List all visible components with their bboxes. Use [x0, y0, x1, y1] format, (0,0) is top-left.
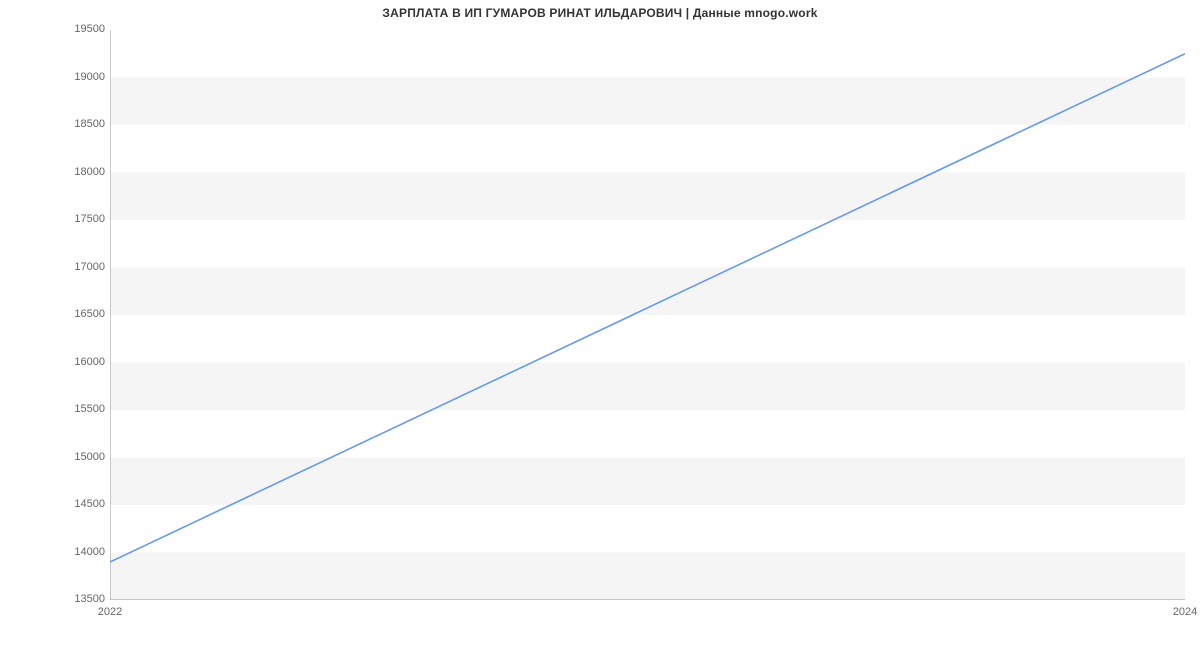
y-tick-label: 19500: [55, 23, 105, 35]
x-tick-label: 2022: [80, 606, 140, 618]
y-tick-label: 18500: [55, 118, 105, 130]
y-tick-label: 14000: [55, 546, 105, 558]
plot-area: [110, 30, 1185, 600]
y-tick-label: 19000: [55, 71, 105, 83]
y-tick-label: 15000: [55, 451, 105, 463]
chart-title: ЗАРПЛАТА В ИП ГУМАРОВ РИНАТ ИЛЬДАРОВИЧ |…: [0, 6, 1200, 20]
y-tick-label: 18000: [55, 166, 105, 178]
y-tick-label: 16000: [55, 356, 105, 368]
y-tick-label: 13500: [55, 593, 105, 605]
x-tick-label: 2024: [1155, 606, 1200, 618]
y-tick-label: 14500: [55, 498, 105, 510]
y-tick-label: 15500: [55, 403, 105, 415]
y-tick-label: 16500: [55, 308, 105, 320]
y-tick-label: 17500: [55, 213, 105, 225]
y-tick-label: 17000: [55, 261, 105, 273]
salary-line-chart: ЗАРПЛАТА В ИП ГУМАРОВ РИНАТ ИЛЬДАРОВИЧ |…: [0, 0, 1200, 650]
